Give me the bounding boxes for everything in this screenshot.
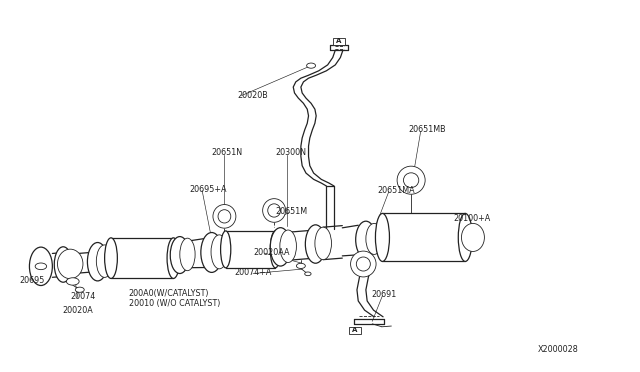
Circle shape [307,63,316,68]
Ellipse shape [88,243,108,281]
FancyBboxPatch shape [349,327,362,334]
Text: 20020A: 20020A [62,306,93,315]
Ellipse shape [201,232,223,272]
Ellipse shape [180,238,195,271]
Ellipse shape [29,247,52,286]
Ellipse shape [351,251,376,277]
Ellipse shape [280,230,296,263]
Ellipse shape [458,214,472,262]
Ellipse shape [58,249,83,279]
Ellipse shape [262,199,285,222]
Text: 20074+A: 20074+A [234,268,271,277]
Ellipse shape [213,205,236,228]
Ellipse shape [221,231,231,268]
Text: 20651MB: 20651MB [408,125,445,134]
Ellipse shape [403,173,419,187]
Ellipse shape [397,166,425,194]
Ellipse shape [315,227,332,260]
Ellipse shape [97,245,113,278]
Text: 20695: 20695 [19,276,45,285]
Text: 20695+A: 20695+A [189,185,227,194]
Text: 20651M: 20651M [275,207,307,217]
Ellipse shape [461,224,484,251]
Ellipse shape [366,224,383,254]
Ellipse shape [376,214,390,262]
FancyBboxPatch shape [333,38,346,45]
Text: A: A [337,38,342,44]
Circle shape [305,272,311,276]
Circle shape [67,278,79,285]
Ellipse shape [305,225,326,263]
Text: 200A0(W/CATALYST): 200A0(W/CATALYST) [129,289,209,298]
Circle shape [76,287,84,292]
Text: 20300N: 20300N [275,148,307,157]
Ellipse shape [268,204,280,217]
Ellipse shape [356,221,376,258]
Ellipse shape [170,237,189,273]
Ellipse shape [211,235,228,269]
Ellipse shape [218,210,231,223]
Text: 20010 (W/O CATALYST): 20010 (W/O CATALYST) [129,299,220,308]
Circle shape [35,263,47,270]
Ellipse shape [270,228,291,266]
Ellipse shape [270,231,280,268]
Text: X2000028: X2000028 [538,345,579,354]
Text: 20020B: 20020B [237,91,268,100]
Text: 20074: 20074 [70,292,95,301]
Ellipse shape [356,257,371,271]
Text: A: A [353,327,358,333]
Text: 20100+A: 20100+A [454,214,491,223]
Text: 20651N: 20651N [212,148,243,157]
Text: 20020AA: 20020AA [253,248,289,257]
Ellipse shape [54,247,72,282]
Text: 20651MA: 20651MA [378,186,415,195]
Ellipse shape [167,238,180,279]
Circle shape [296,263,305,269]
Ellipse shape [104,238,117,279]
Text: 20691: 20691 [371,291,396,299]
